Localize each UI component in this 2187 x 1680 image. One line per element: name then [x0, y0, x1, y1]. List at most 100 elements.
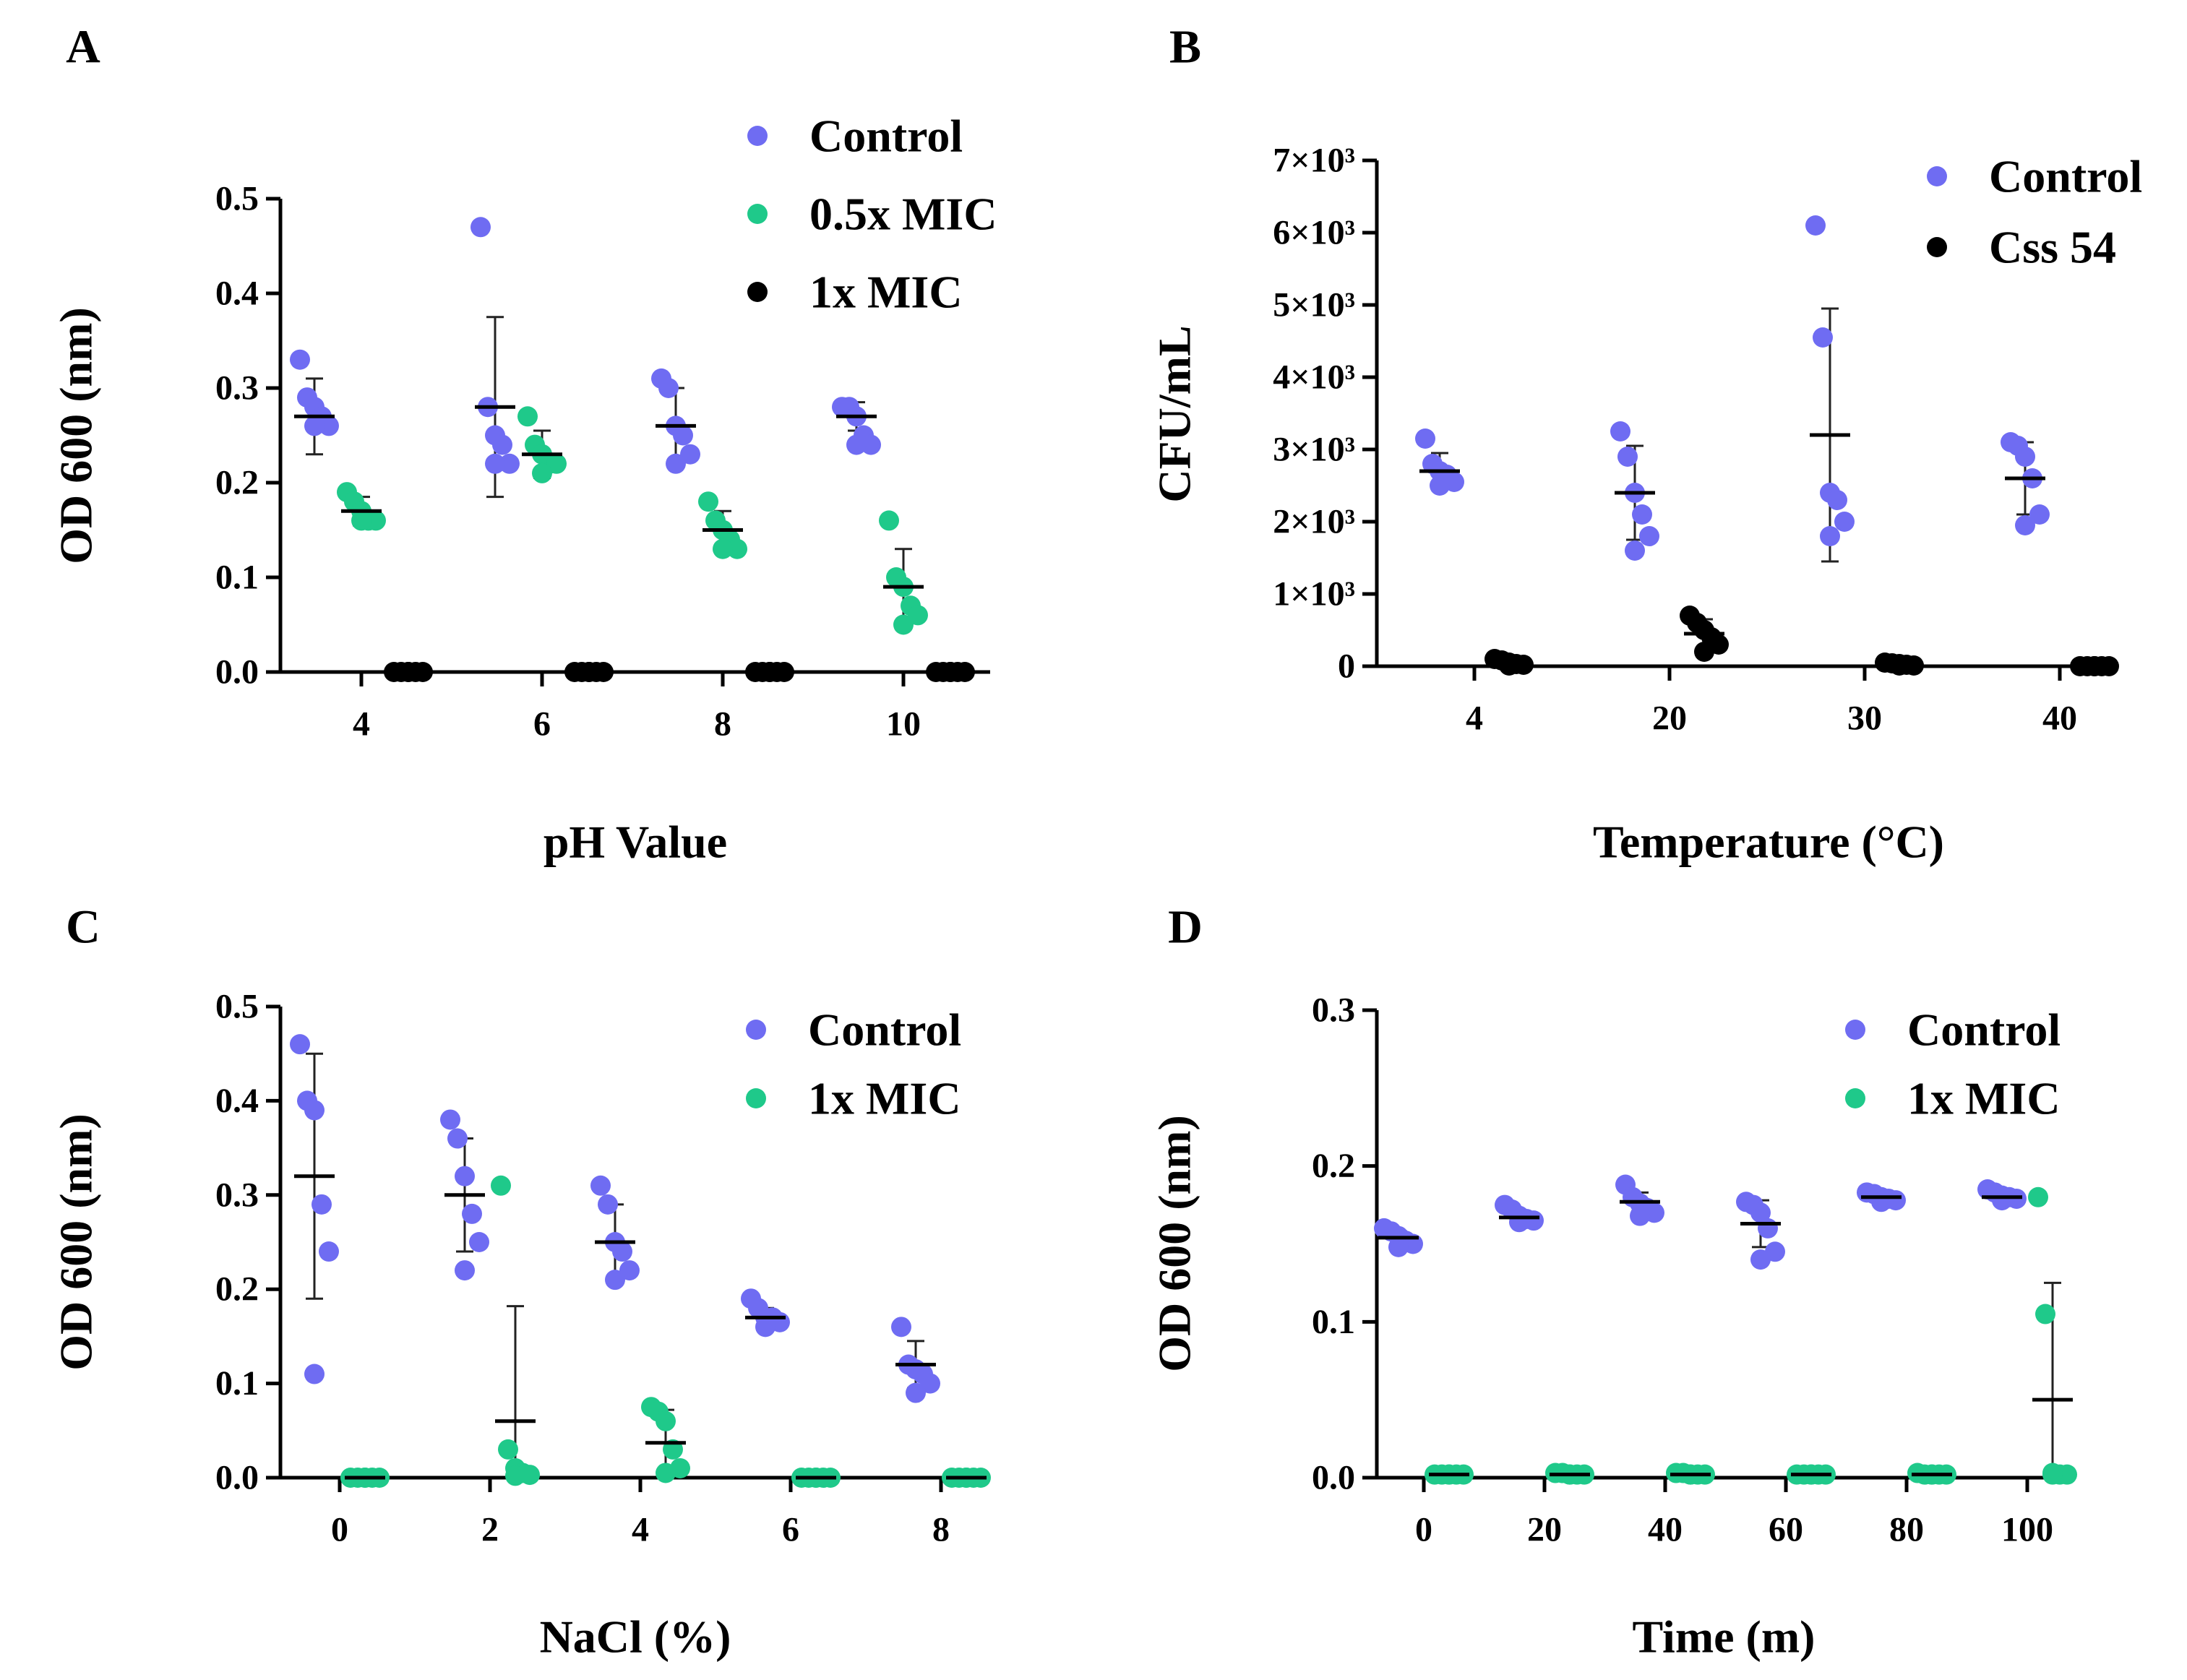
series-control — [1374, 1174, 2027, 1270]
data-point — [455, 1260, 475, 1281]
data-point — [1617, 447, 1638, 467]
data-point — [1625, 540, 1645, 561]
series-1x-mic — [384, 662, 975, 682]
data-point — [1388, 1236, 1409, 1257]
series-control — [1415, 215, 2050, 563]
data-point — [1805, 215, 1826, 236]
legend-marker — [1927, 166, 1947, 186]
data-point — [469, 1232, 489, 1252]
data-point — [366, 510, 386, 531]
data-point — [1813, 327, 1833, 348]
x-tick-label: 6 — [782, 1511, 799, 1549]
y-tick-label: 0.0 — [1312, 1459, 1355, 1497]
data-point — [304, 1364, 325, 1384]
data-point — [491, 1175, 511, 1196]
data-point — [2015, 515, 2035, 535]
y-tick-label: 0.0 — [215, 653, 259, 692]
x-tick-label: 4 — [1466, 699, 1483, 738]
data-point — [846, 434, 867, 455]
data-point — [658, 378, 679, 398]
series-control — [290, 1034, 940, 1403]
data-point — [1430, 475, 1450, 496]
data-point — [499, 453, 520, 474]
data-point — [1871, 1192, 1891, 1212]
data-point — [1834, 512, 1855, 532]
y-axis-title: OD 600 (nm) — [51, 1113, 102, 1371]
data-point — [673, 425, 693, 446]
data-point — [311, 1194, 332, 1215]
x-tick-label: 80 — [1889, 1511, 1924, 1549]
legend: Control 0.5x MIC 1x MIC — [747, 111, 997, 318]
legend-marker — [1845, 1020, 1865, 1040]
data-point — [727, 538, 747, 559]
data-point — [619, 1260, 640, 1281]
legend-marker — [747, 126, 768, 146]
data-point — [1632, 504, 1652, 525]
data-point — [879, 510, 899, 531]
data-point — [2042, 1464, 2063, 1485]
legend-label: 1x MIC — [809, 267, 963, 318]
panel-letter: C — [66, 901, 100, 954]
data-point — [666, 453, 686, 474]
panel-letter: B — [1169, 21, 1201, 74]
data-point — [447, 1128, 468, 1149]
y-tick-label: 0.5 — [215, 988, 259, 1026]
data-point — [440, 1109, 460, 1130]
data-point — [656, 1410, 676, 1431]
x-tick-label: 40 — [2042, 699, 2077, 738]
x-tick-label: 20 — [1652, 699, 1687, 738]
data-point — [598, 1194, 618, 1215]
y-tick-label: 0 — [1338, 647, 1355, 686]
legend-marker — [1927, 237, 1947, 257]
data-point — [893, 614, 914, 635]
data-point — [304, 415, 325, 436]
data-point — [290, 1034, 310, 1055]
chart-panel-a: A 0.0 0.1 0.2 0.3 0.4 0.5 4 6 8 10 pH Value OD 600 (… — [51, 21, 997, 868]
data-point — [920, 1373, 940, 1394]
x-axis-title: Temperature (°C) — [1593, 817, 1944, 868]
data-point — [319, 1241, 339, 1262]
series-css-54 — [1485, 606, 2119, 676]
data-point — [1758, 1218, 1778, 1239]
x-tick-label: 4 — [353, 705, 370, 744]
legend-label: Css 54 — [1989, 222, 2116, 273]
x-tick-label: 20 — [1527, 1511, 1562, 1549]
x-tick-label: 8 — [932, 1511, 950, 1549]
y-tick-label: 5×10³ — [1273, 286, 1355, 324]
legend-label: Control — [1907, 1004, 2061, 1056]
data-point — [713, 538, 733, 559]
y-tick-label: 4×10³ — [1273, 358, 1355, 397]
y-tick-label: 7×10³ — [1273, 142, 1355, 180]
x-axis-title: Time (m) — [1633, 1611, 1816, 1663]
data-point — [485, 453, 505, 474]
data-point — [290, 349, 310, 370]
y-tick-label: 0.1 — [215, 559, 259, 597]
legend-marker — [747, 204, 768, 224]
x-tick-label: 0 — [331, 1511, 348, 1549]
x-tick-label: 30 — [1847, 699, 1882, 738]
y-tick-label: 6×10³ — [1273, 214, 1355, 252]
legend: Control 1x MIC — [1845, 1004, 2061, 1124]
legend-marker — [747, 282, 768, 302]
y-tick-label: 0.4 — [215, 1082, 259, 1120]
data-point — [698, 491, 718, 512]
legend-label: 1x MIC — [1907, 1073, 2061, 1124]
y-tick-label: 0.0 — [215, 1459, 259, 1497]
x-axis-title: pH Value — [543, 817, 727, 868]
data-point — [1499, 655, 1519, 676]
legend-label: 0.5x MIC — [809, 189, 997, 240]
data-point — [517, 406, 538, 427]
data-point — [498, 1439, 518, 1460]
x-tick-label: 4 — [632, 1511, 649, 1549]
data-point — [1630, 1205, 1650, 1226]
x-tick-label: 6 — [533, 705, 551, 744]
data-point — [680, 444, 700, 465]
data-point — [520, 1465, 540, 1486]
data-point — [1415, 428, 1435, 449]
series-control — [290, 217, 881, 499]
series-1x-mic — [340, 1175, 991, 1488]
data-point — [755, 1317, 775, 1337]
data-point — [1750, 1249, 1771, 1270]
y-tick-label: 0.3 — [1312, 991, 1355, 1030]
data-point — [2057, 1464, 2077, 1485]
